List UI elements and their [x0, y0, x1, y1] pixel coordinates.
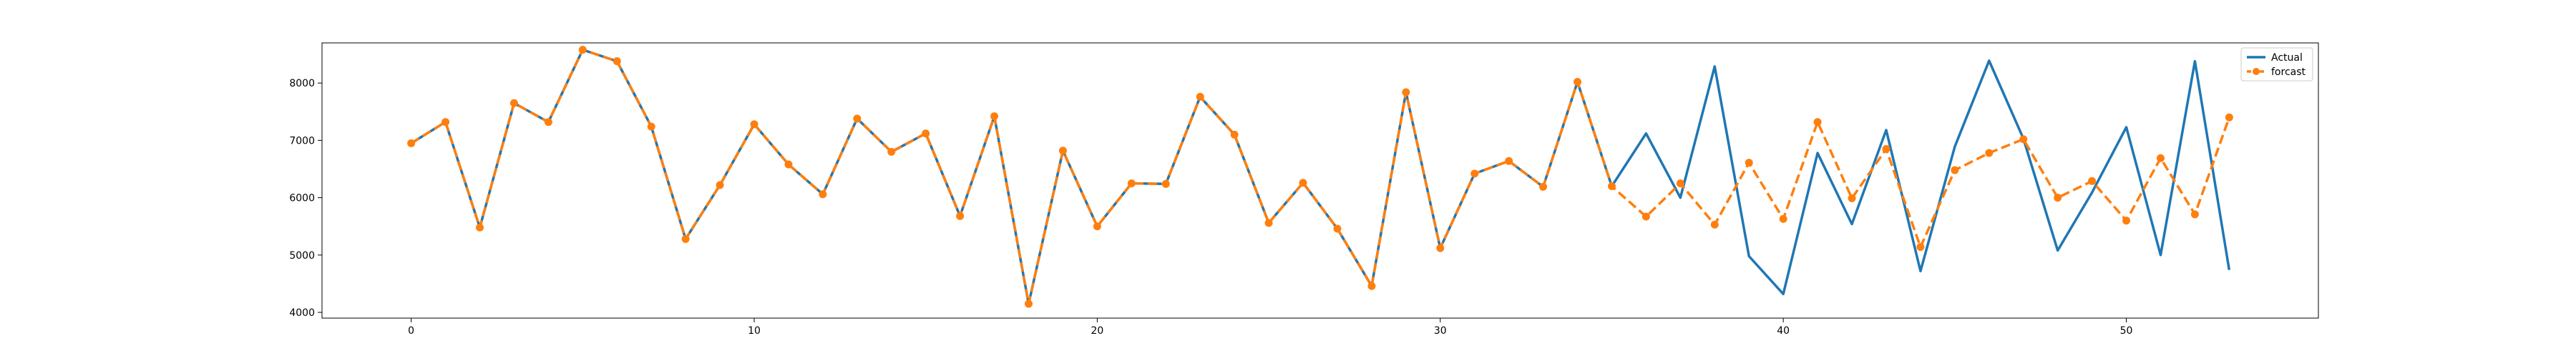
data-point-forcast: [476, 223, 484, 232]
x-tick-label: 10: [748, 325, 761, 337]
legend-marker-forcast: [2253, 68, 2260, 75]
data-point-forcast: [647, 122, 655, 131]
data-point-forcast: [1985, 149, 1994, 157]
data-point-forcast: [1779, 214, 1787, 223]
legend-label-forcast: forcast: [2271, 66, 2306, 78]
data-point-forcast: [1607, 182, 1616, 191]
data-point-forcast: [1505, 157, 1513, 165]
x-axis: 0 10 20 30 40 50: [408, 318, 2132, 337]
x-tick-label: 30: [1434, 325, 1447, 337]
data-point-forcast: [1916, 243, 1925, 252]
data-point-forcast: [1025, 300, 1033, 308]
data-point-forcast: [819, 190, 827, 199]
x-tick-label: 20: [1091, 325, 1103, 337]
data-point-forcast: [2225, 113, 2233, 122]
data-point-forcast: [1745, 159, 1753, 167]
data-point-forcast: [613, 57, 621, 66]
data-point-forcast: [509, 99, 518, 107]
data-point-forcast: [2054, 194, 2062, 202]
data-point-forcast: [1539, 182, 1548, 191]
data-point-forcast: [1230, 130, 1239, 139]
series-line-forcast: [410, 48, 2231, 305]
data-point-forcast: [1161, 179, 1170, 188]
plot-background: [322, 43, 2318, 318]
plot-frame: [321, 42, 2319, 319]
data-point-forcast: [956, 212, 965, 220]
x-tick-label: 50: [2120, 325, 2133, 337]
data-point-forcast: [784, 160, 793, 169]
x-tick-label: 40: [1777, 325, 1790, 337]
data-point-forcast: [1058, 147, 1067, 155]
data-point-forcast: [1333, 224, 1342, 233]
data-point-forcast: [2088, 177, 2097, 185]
data-point-forcast: [441, 118, 450, 127]
data-point-forcast: [578, 46, 587, 54]
data-point-forcast: [922, 129, 930, 138]
data-point-forcast: [750, 120, 758, 129]
data-point-forcast: [1574, 78, 1582, 86]
legend: Actual forcast: [2240, 47, 2313, 81]
data-point-forcast: [887, 147, 896, 156]
y-tick-label: 6000: [289, 193, 315, 204]
y-tick-label: 8000: [289, 78, 315, 89]
legend-label-actual: Actual: [2271, 52, 2303, 64]
x-tick-label: 0: [408, 325, 414, 337]
data-point-forcast: [1951, 166, 1959, 174]
data-point-forcast: [1127, 179, 1136, 188]
data-point-forcast: [1641, 212, 1650, 221]
data-point-forcast: [2190, 210, 2199, 219]
data-point-forcast: [681, 234, 690, 243]
y-tick-label: 4000: [289, 307, 315, 319]
data-point-forcast: [2019, 135, 2028, 144]
data-point-forcast: [1196, 92, 1204, 101]
data-point-forcast: [853, 114, 862, 123]
y-axis: 4000 5000 6000 7000 8000: [289, 78, 322, 319]
data-point-forcast: [990, 112, 999, 121]
data-point-forcast: [407, 139, 416, 147]
data-point-forcast: [716, 181, 724, 189]
data-point-forcast: [544, 118, 552, 127]
data-point-forcast: [2156, 154, 2165, 162]
y-tick-label: 5000: [289, 250, 315, 262]
data-point-forcast: [1710, 220, 1719, 229]
data-point-forcast: [1676, 179, 1684, 188]
data-point-forcast: [1367, 282, 1376, 290]
data-point-forcast: [1882, 144, 1890, 153]
data-point-forcast: [1264, 219, 1273, 227]
data-point-forcast: [1813, 118, 1822, 127]
data-point-forcast: [1470, 169, 1479, 178]
data-point-forcast: [1848, 194, 1856, 202]
data-point-forcast: [1402, 88, 1410, 97]
data-point-forcast: [2122, 217, 2131, 225]
data-point-forcast: [1436, 244, 1445, 252]
series-layer: [407, 46, 2233, 308]
y-tick-label: 7000: [289, 135, 315, 147]
data-point-forcast: [1299, 179, 1307, 187]
data-point-forcast: [1093, 222, 1101, 231]
